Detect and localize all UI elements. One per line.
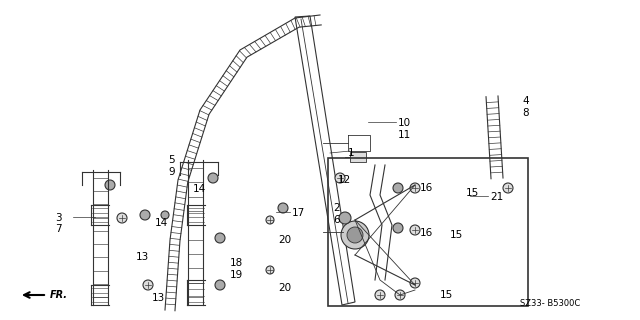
Circle shape: [215, 280, 225, 290]
Text: 15: 15: [450, 230, 463, 240]
Text: 6: 6: [333, 215, 340, 225]
Circle shape: [215, 233, 225, 243]
Text: 18: 18: [230, 258, 243, 268]
Text: 16: 16: [420, 183, 433, 193]
Text: 5: 5: [168, 155, 175, 165]
Circle shape: [335, 173, 345, 183]
Text: 16: 16: [420, 228, 433, 238]
Text: 14: 14: [193, 184, 206, 194]
Text: 14: 14: [155, 218, 168, 228]
Circle shape: [503, 183, 513, 193]
Text: 21: 21: [490, 192, 503, 202]
Circle shape: [410, 183, 420, 193]
FancyBboxPatch shape: [350, 152, 366, 162]
Circle shape: [393, 223, 403, 233]
Circle shape: [395, 290, 405, 300]
Circle shape: [105, 180, 115, 190]
Circle shape: [410, 225, 420, 235]
Circle shape: [410, 278, 420, 288]
Text: FR.: FR.: [50, 290, 68, 300]
Circle shape: [266, 216, 274, 224]
Text: 13: 13: [136, 252, 149, 262]
Text: 9: 9: [168, 167, 175, 177]
Text: SZ33- B5300C: SZ33- B5300C: [520, 299, 580, 308]
Text: 8: 8: [522, 108, 529, 118]
Circle shape: [347, 227, 363, 243]
Circle shape: [278, 203, 288, 213]
Circle shape: [375, 290, 385, 300]
Text: 15: 15: [440, 290, 453, 300]
Circle shape: [208, 173, 218, 183]
Circle shape: [140, 210, 150, 220]
Text: 10: 10: [398, 118, 411, 128]
Text: 7: 7: [55, 224, 61, 234]
Circle shape: [393, 183, 403, 193]
Circle shape: [161, 211, 169, 219]
Text: 12: 12: [338, 175, 351, 185]
Text: 15: 15: [466, 188, 479, 198]
Circle shape: [143, 280, 153, 290]
Text: 3: 3: [55, 213, 61, 223]
Text: 4: 4: [522, 96, 529, 106]
Circle shape: [341, 221, 369, 249]
Circle shape: [266, 266, 274, 274]
Circle shape: [117, 213, 127, 223]
Text: 1: 1: [348, 148, 355, 158]
Text: 19: 19: [230, 270, 243, 280]
Text: 17: 17: [292, 208, 305, 218]
Text: 20: 20: [278, 235, 291, 245]
Text: 2: 2: [333, 203, 340, 213]
Text: 11: 11: [398, 130, 412, 140]
Text: 20: 20: [278, 283, 291, 293]
Circle shape: [339, 212, 351, 224]
Text: 13: 13: [152, 293, 165, 303]
